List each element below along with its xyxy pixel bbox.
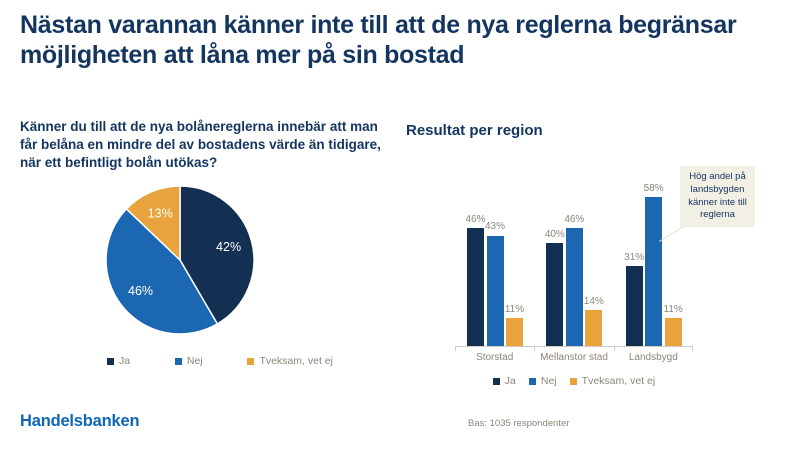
bar-tveksam-vet-ej-landsbygd xyxy=(664,317,682,346)
legend-item: Ja xyxy=(492,375,516,387)
bar-tveksam-vet-ej-storstad xyxy=(506,317,523,346)
pie-legend: Ja Nej Tveksam, vet ej xyxy=(107,355,333,367)
bar-value-label: 46% xyxy=(564,213,585,225)
pie-chart: 42% 46% 13% xyxy=(105,185,255,335)
legend-swatch xyxy=(492,377,500,385)
slide-title: Nästan varannan känner inte till att de … xyxy=(20,11,737,69)
bar-value-label: 43% xyxy=(484,221,505,233)
axis-tick xyxy=(455,347,456,351)
legend-swatch xyxy=(528,377,536,385)
bar-value-label: 46% xyxy=(465,213,486,225)
legend-swatch xyxy=(247,357,255,365)
legend-swatch xyxy=(107,357,114,365)
pie-value-label: 46% xyxy=(128,284,153,298)
base-note: Bas: 1035 respondenter xyxy=(468,418,570,429)
category-label: Landsbygd xyxy=(628,352,678,363)
legend-item: Tveksam, vet ej xyxy=(247,355,333,367)
legend-item: Tveksam, vet ej xyxy=(569,375,656,387)
legend-label: Nej xyxy=(186,355,203,367)
pie-value-label: 42% xyxy=(216,240,241,254)
bar-value-label: 14% xyxy=(583,296,604,308)
axis-tick xyxy=(613,347,615,351)
bar-value-label: 11% xyxy=(663,303,683,315)
pie-slice-tveksam-vet-ej xyxy=(125,185,181,262)
bar-nej-storstad xyxy=(486,235,504,346)
bar-value-label: 31% xyxy=(624,252,645,264)
axis-tick xyxy=(534,347,536,351)
category-label: Mellanstor stad xyxy=(540,352,608,363)
bar-value-label: 11% xyxy=(504,303,525,315)
legend-item: Nej xyxy=(174,355,203,367)
legend-label: Tveksam, vet ej xyxy=(581,375,656,387)
bar-ja-landsbygd xyxy=(625,266,643,346)
legend-label: Ja xyxy=(119,355,131,367)
bar-value-label: 40% xyxy=(544,229,565,241)
bar-legend: Ja Nej Tveksam, vet ej xyxy=(455,375,693,387)
callout-text: Hög andel på landsbygden känner inte til… xyxy=(688,171,747,221)
bar-nej-mellanstor-stad xyxy=(565,227,583,346)
legend-item: Ja xyxy=(107,355,130,367)
bar-ja-mellanstor-stad xyxy=(546,243,564,346)
pie-slice-ja xyxy=(179,185,255,325)
legend-label: Nej xyxy=(540,375,557,387)
bar-ja-storstad xyxy=(467,227,484,346)
bar-chart: 46% 43% 11% 40% 46% 14% 31% 58% 11% xyxy=(455,181,693,351)
bar-category-axis: Storstad Mellanstor stad Landsbygd xyxy=(455,352,693,363)
pie-slice-nej xyxy=(105,207,219,335)
bar-tveksam-vet-ej-mellanstor-stad xyxy=(585,310,603,346)
legend-label: Tveksam, vet ej xyxy=(259,355,333,367)
pie-question-text: Känner du till att de nya bolånereglerna… xyxy=(20,119,381,170)
category-label: Storstad xyxy=(476,352,514,363)
pie-value-label: 13% xyxy=(148,207,173,221)
legend-label: Ja xyxy=(504,375,516,387)
legend-item: Nej xyxy=(528,375,557,387)
legend-swatch xyxy=(174,357,182,365)
bar-value-label: 58% xyxy=(643,182,664,194)
bar-chart-heading: Resultat per region xyxy=(406,122,543,139)
bar-nej-landsbygd xyxy=(645,196,663,346)
callout-box: Hög andel på landsbygden känner inte til… xyxy=(680,166,755,228)
handelsbanken-logo: Handelsbanken xyxy=(20,412,140,430)
axis-tick xyxy=(692,347,693,351)
legend-swatch xyxy=(569,377,577,385)
